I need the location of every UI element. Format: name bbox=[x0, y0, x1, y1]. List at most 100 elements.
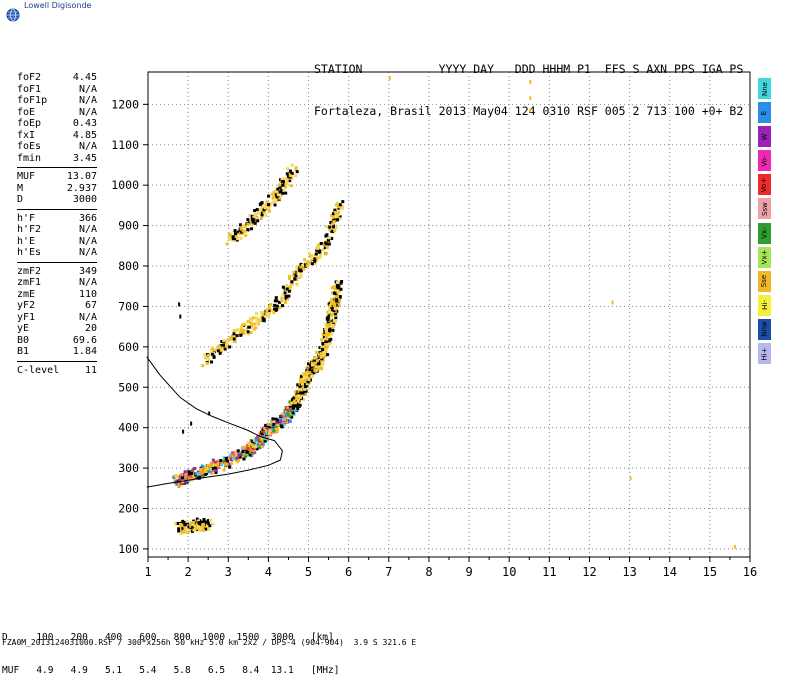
param-row: h'F 366 bbox=[17, 213, 97, 225]
echo-point bbox=[216, 464, 220, 468]
param-row: zmF2 349 bbox=[17, 266, 97, 278]
echo-point bbox=[301, 380, 305, 384]
stray-echo bbox=[733, 544, 736, 549]
echo-point bbox=[214, 468, 218, 472]
echo-point bbox=[310, 262, 314, 266]
echo-point bbox=[247, 320, 251, 324]
grid bbox=[148, 72, 750, 557]
echo-point bbox=[294, 166, 298, 170]
echo-point bbox=[334, 297, 338, 301]
echo-point bbox=[202, 518, 206, 522]
y-tick-label: 400 bbox=[118, 421, 139, 435]
echo-point bbox=[208, 518, 212, 522]
file-info: FZA0M_2013124031000.RSF / 300*x256h 50 k… bbox=[2, 638, 417, 647]
legend-label: Vo+ bbox=[760, 177, 769, 193]
echo-point bbox=[302, 267, 306, 271]
echo-point bbox=[207, 519, 211, 523]
echo-point bbox=[274, 417, 278, 421]
echo-point bbox=[175, 482, 179, 486]
echo-point bbox=[274, 424, 278, 428]
param-value: N/A bbox=[78, 106, 97, 118]
echo-point bbox=[318, 249, 322, 253]
echo-point bbox=[275, 307, 279, 311]
echo-point bbox=[278, 185, 282, 189]
echo-point bbox=[244, 455, 248, 459]
echo-point bbox=[326, 315, 330, 319]
echo-point bbox=[270, 192, 274, 196]
echo-point bbox=[228, 232, 232, 236]
echo-point bbox=[249, 220, 253, 224]
echo-point bbox=[183, 480, 187, 484]
legend-item-w: W bbox=[758, 126, 771, 148]
echo-point bbox=[194, 472, 198, 476]
echo-point bbox=[318, 255, 322, 259]
echo-point bbox=[322, 350, 326, 354]
echo-point bbox=[244, 447, 248, 451]
echo-point bbox=[225, 345, 229, 349]
echo-point bbox=[265, 313, 269, 317]
echo-point bbox=[253, 322, 257, 326]
legend-item-vo: Vo+ bbox=[758, 174, 771, 196]
ionogram-chart: 1 2 3 4 5 6 7 8 9 10 11 12 13 14 15 1610020030040050060… bbox=[111, 71, 757, 579]
echo-point bbox=[249, 442, 253, 446]
echo-point bbox=[195, 522, 199, 526]
echo-point bbox=[310, 371, 314, 375]
echo-point bbox=[339, 287, 343, 291]
echo-point bbox=[328, 236, 332, 240]
echo-point bbox=[269, 303, 273, 307]
echo-point bbox=[247, 221, 251, 225]
echo-point bbox=[303, 391, 307, 395]
echo-point bbox=[326, 323, 330, 327]
echo-point bbox=[254, 326, 258, 330]
echo-point bbox=[332, 214, 336, 218]
echo-point bbox=[268, 428, 272, 432]
echo-point bbox=[301, 391, 305, 395]
echo-point bbox=[255, 208, 259, 212]
echo-point bbox=[241, 229, 245, 233]
echo-point bbox=[340, 206, 344, 210]
echo-point bbox=[177, 529, 181, 533]
echo-point bbox=[260, 201, 264, 205]
echo-point bbox=[248, 453, 252, 457]
echo-point bbox=[219, 344, 223, 348]
echo-point bbox=[239, 453, 243, 457]
echo-point bbox=[308, 367, 312, 371]
echo-point bbox=[239, 223, 243, 227]
echo-point bbox=[246, 443, 250, 447]
echo-point bbox=[317, 361, 321, 365]
echo-point bbox=[254, 311, 258, 315]
echo-point bbox=[180, 521, 184, 525]
echo-point bbox=[317, 367, 321, 371]
echo-point bbox=[236, 237, 240, 241]
x-tick-label: 12 bbox=[582, 565, 596, 579]
x-tick-label: 5 bbox=[305, 565, 312, 579]
param-row: zmE 110 bbox=[17, 289, 97, 301]
echo-point bbox=[204, 467, 208, 471]
echo-point bbox=[271, 417, 275, 421]
echo-point bbox=[235, 334, 239, 338]
echo-point bbox=[273, 307, 277, 311]
echo-point bbox=[303, 385, 307, 389]
echo-point bbox=[334, 295, 338, 299]
param-value: 4.85 bbox=[72, 129, 97, 141]
echo-point bbox=[288, 400, 292, 404]
echo-point bbox=[280, 180, 284, 184]
param-name: yF2 bbox=[17, 300, 36, 311]
echo-point bbox=[238, 455, 242, 459]
echo-point bbox=[330, 219, 334, 223]
echo-point bbox=[199, 527, 203, 531]
echo-point bbox=[214, 463, 218, 467]
echo-point bbox=[222, 343, 226, 347]
echo-point bbox=[327, 241, 331, 245]
legend-label: Vx+ bbox=[760, 249, 769, 265]
x-tick-label: 8 bbox=[425, 565, 432, 579]
echo-point bbox=[284, 185, 288, 189]
legend-label: Vx- bbox=[760, 227, 769, 239]
echo-point bbox=[226, 456, 230, 460]
echo-point bbox=[322, 333, 326, 337]
echo-point bbox=[269, 423, 273, 427]
echo-point bbox=[313, 259, 317, 263]
echo-point bbox=[242, 445, 246, 449]
echo-point bbox=[333, 208, 337, 212]
echo-point bbox=[234, 458, 238, 462]
